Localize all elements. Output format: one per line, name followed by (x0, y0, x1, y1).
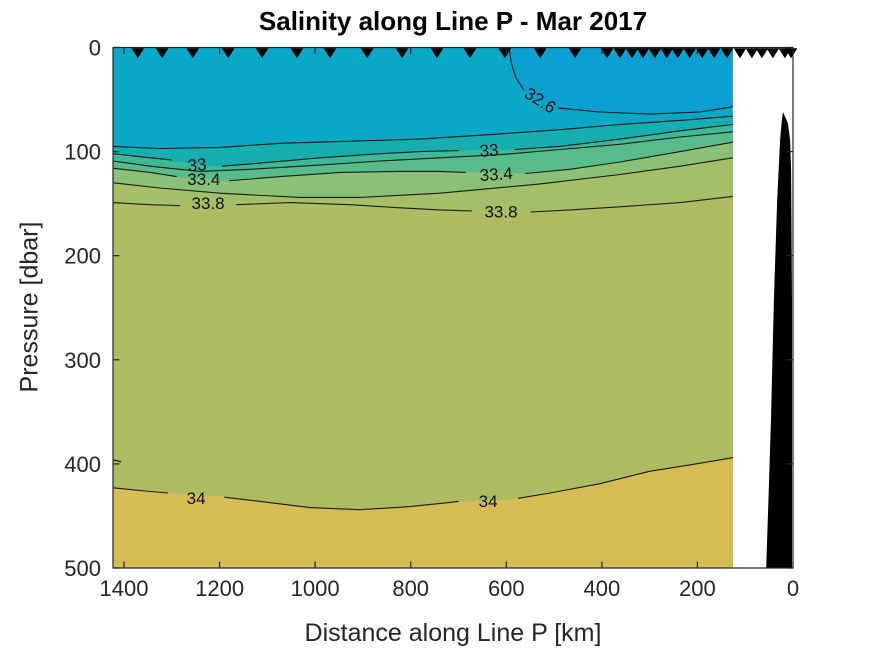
station-marker-icon (745, 48, 759, 59)
station-marker-icon (683, 48, 697, 59)
y-tick-label: 200 (64, 244, 101, 269)
contour-line-34 (518, 457, 733, 499)
station-marker-icon (155, 48, 169, 59)
contour-line-34 (112, 459, 122, 463)
station-marker-icon (720, 48, 734, 59)
contour-line-33 (112, 153, 172, 161)
station-marker-icon (600, 48, 614, 59)
contour-line-33.4 (112, 167, 177, 178)
station-marker-icon (131, 48, 145, 59)
station-marker-icon (707, 48, 721, 59)
contour-line-33.6 (112, 157, 733, 198)
station-marker-icon (784, 48, 798, 59)
station-marker-icon (395, 48, 409, 59)
x-tick-label: 800 (392, 576, 429, 601)
y-tick-label: 500 (64, 556, 101, 581)
station-marker-icon (221, 48, 235, 59)
station-marker-icon (695, 48, 709, 59)
station-marker-icon (733, 48, 747, 59)
station-marker-icon (255, 48, 269, 59)
station-marker-icon (568, 48, 582, 59)
contour-label-33.8: 33.8 (484, 203, 517, 222)
contour-label-33.8: 33.8 (192, 194, 225, 213)
y-tick-label: 100 (64, 140, 101, 165)
contour-line-32.6 (508, 47, 525, 91)
station-marker-icon (498, 48, 512, 59)
contour-label-33.4: 33.4 (187, 170, 220, 189)
contour-label-34: 34 (187, 489, 206, 508)
station-marker-icon (648, 48, 662, 59)
contour-line-33 (221, 150, 459, 167)
fill-band-32.6 (509, 47, 733, 115)
coast-bathymetry-mask (766, 112, 792, 568)
station-marker-icon (671, 48, 685, 59)
fill-band-33.8 (113, 196, 733, 568)
contour-line-33.8 (236, 202, 472, 212)
contour-label-34: 34 (479, 492, 498, 511)
y-axis-label: Pressure [dbar] (15, 221, 44, 393)
station-marker-icon (360, 48, 374, 59)
x-tick-label: 0 (787, 576, 799, 601)
contour-line-33.8 (530, 195, 733, 213)
contour-line-32.8 (112, 115, 733, 150)
axes-box (112, 46, 794, 569)
x-tick-label: 600 (488, 576, 525, 601)
x-tick-label: 1200 (195, 576, 244, 601)
contour-line-33.2 (112, 131, 733, 172)
contour-line-34 (224, 496, 459, 511)
x-tick-label: 1400 (100, 576, 149, 601)
chart-title: Salinity along Line P - Mar 2017 (258, 6, 648, 36)
station-marker-icon (463, 48, 477, 59)
y-tick-label: 300 (64, 348, 101, 373)
contour-line-33 (514, 123, 733, 151)
contour-label-33: 33 (479, 140, 499, 160)
contour-label-33: 33 (187, 155, 208, 176)
contour-line-32.6 (557, 106, 733, 115)
x-axis-label: Distance along Line P [km] (304, 619, 602, 647)
y-tick-label: 0 (89, 36, 101, 61)
station-marker-icon (186, 48, 200, 59)
station-marker-icon (625, 48, 639, 59)
y-tick-label: 400 (64, 452, 101, 477)
station-marker-icon (613, 48, 627, 59)
contour-line-33.4 (525, 141, 733, 175)
station-marker-icon (430, 48, 444, 59)
station-marker-icon (755, 48, 769, 59)
contour-label-33.4: 33.4 (479, 164, 513, 185)
station-marker-icon (533, 48, 547, 59)
station-marker-icon (290, 48, 304, 59)
station-marker-icon (323, 48, 337, 59)
station-marker-icon (766, 48, 780, 59)
contour-line-33.8 (112, 202, 180, 207)
contour-line-33.4 (229, 170, 466, 182)
station-marker-icon (636, 48, 650, 59)
fill-band-34 (113, 457, 733, 568)
x-tick-label: 400 (584, 576, 621, 601)
x-tick-label: 1000 (291, 576, 340, 601)
station-marker-icon (660, 48, 674, 59)
contour-line-34 (112, 487, 169, 494)
x-tick-label: 200 (679, 576, 716, 601)
